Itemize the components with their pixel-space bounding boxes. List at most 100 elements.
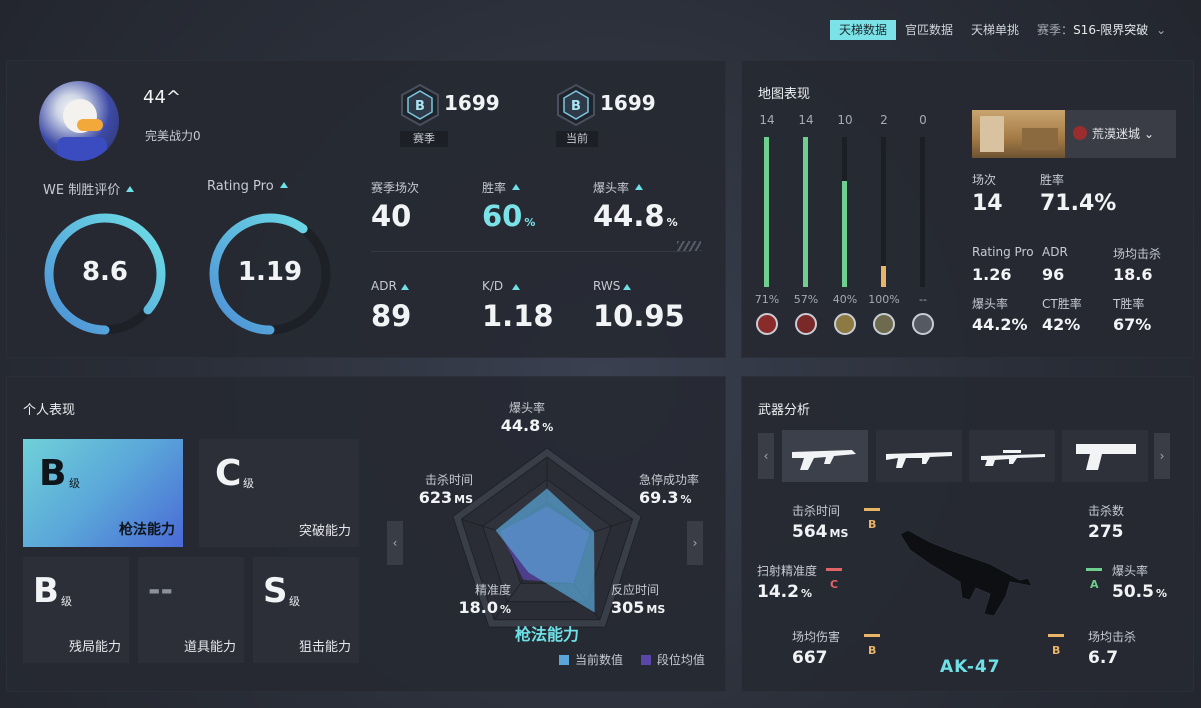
rating-pro-value: 1.19 [237, 257, 303, 287]
map-emblem-icon [873, 313, 895, 335]
sniper-icon [981, 450, 1045, 466]
map-bar-fill [803, 137, 808, 287]
radar-axis-label: 反应时间 [611, 583, 660, 597]
map-emblem-icon [834, 313, 856, 335]
map-thumbnail[interactable] [972, 110, 1065, 158]
grade-marker [864, 634, 880, 637]
map-bar-count: 0 [919, 113, 927, 127]
chevron-right-icon: › [692, 536, 698, 550]
map-stat-value: 71.4% [1040, 191, 1117, 216]
grade-card-aim[interactable]: B 级 枪法能力 [23, 439, 183, 547]
radar-value-number: 305 [611, 598, 645, 617]
grade-card-breakthrough[interactable]: C 级 突破能力 [199, 439, 359, 547]
legend-current-swatch [559, 655, 569, 665]
weapon-stat-value: 564 MS [792, 522, 848, 542]
rank-label-season: 赛季 [400, 131, 448, 147]
rank-badge-season: B 1699 赛季 [400, 83, 500, 147]
map-bar-fill [881, 266, 886, 287]
grade-card-clutch[interactable]: B 级 残局能力 [23, 557, 129, 663]
map-bar-winrate: 57% [793, 293, 819, 306]
weapon-tab-ak47[interactable] [782, 430, 868, 482]
map-emblem-icon [795, 313, 817, 335]
radar-value-unit: % [680, 493, 692, 506]
power-value: 0 [193, 129, 201, 143]
weapon-stat-grade: A [1090, 578, 1099, 591]
map-stat-label: CT胜率 [1042, 297, 1082, 311]
map-bar-track[interactable] [764, 137, 769, 287]
grade-marker [826, 568, 842, 571]
rank-shield-icon: B [401, 83, 439, 127]
avatar[interactable] [39, 81, 119, 161]
rank-badge-current: B 1699 当前 [556, 83, 656, 147]
gauge-fill [209, 213, 331, 335]
map-stat-label: 爆头率 [972, 297, 1009, 311]
legend-current: 当前数值 [575, 653, 624, 667]
radar-series-current [495, 488, 595, 613]
radar-prev-button[interactable]: ‹ [387, 521, 403, 565]
weapon-stat-label: 击杀数 [1088, 504, 1125, 518]
stat-unit: % [524, 216, 536, 229]
grade-marker [864, 508, 880, 511]
weapon-tab-deagle[interactable] [1062, 430, 1148, 482]
weapon-stat-unit: MS [829, 527, 849, 540]
we-rating-value: 8.6 [81, 257, 129, 287]
up-arrow-icon [512, 284, 520, 290]
weapon-stat-label: 场均击杀 [1088, 630, 1137, 644]
map-stat-label: 场次 [972, 173, 997, 187]
grade-card-utility[interactable]: -- 道具能力 [138, 557, 244, 663]
map-emblem-icon [756, 313, 778, 335]
tab-official-data[interactable]: 官匹数据 [905, 23, 954, 37]
grade-card-sniper[interactable]: S 级 狙击能力 [253, 557, 359, 663]
weapon-stat-number: 14.2 [757, 582, 799, 602]
map-bar-winrate: 40% [832, 293, 858, 306]
weapon-tab-m4[interactable] [876, 430, 962, 482]
personal-title: 个人表现 [23, 403, 76, 418]
map-emblem-icon [1073, 126, 1087, 140]
weapon-tab-awp[interactable] [969, 430, 1055, 482]
map-select[interactable]: 荒漠迷城 ⌄ [1065, 110, 1176, 158]
tab-ladder-solo[interactable]: 天梯单挑 [971, 23, 1020, 37]
weapon-prev-button[interactable]: ‹ [758, 433, 774, 479]
weapon-stat-label: 扫射精准度 [757, 564, 818, 578]
map-stat-label: T胜率 [1113, 297, 1145, 311]
weapon-panel: 武器分析 ‹ › [741, 376, 1194, 692]
up-arrow-icon [401, 284, 409, 290]
map-stat-value: 1.26 [972, 265, 1012, 284]
we-rating-label: WE 制胜评价 [43, 179, 135, 198]
weapon-stat-number: 275 [1088, 522, 1124, 542]
grade-marker [1086, 568, 1102, 571]
power-rating: 完美战力0 [145, 127, 201, 144]
map-bar-track[interactable] [881, 137, 886, 287]
grade-marker [1048, 634, 1064, 637]
map-stat-value: 14 [972, 191, 1003, 216]
radar-value-number: 69.3 [639, 488, 679, 507]
rank-label-current: 当前 [556, 131, 598, 147]
weapon-image [899, 529, 1033, 617]
radar-next-button[interactable]: › [687, 521, 703, 565]
tab-ladder-data[interactable]: 天梯数据 [830, 20, 897, 40]
stat-value: 89 [371, 299, 411, 333]
up-arrow-icon [279, 182, 288, 188]
map-title: 地图表现 [758, 87, 811, 102]
weapon-stat-value: 275 [1088, 522, 1124, 542]
radar-chart [452, 447, 642, 628]
chevron-down-icon: ⌄ [1144, 127, 1155, 141]
map-stat-value: 44.2% [972, 315, 1028, 334]
profile-panel: 44^ 完美战力0 B 1699 赛季 B 1699 当前 WE 制胜评价 8.… [6, 60, 726, 358]
weapon-stat-value: 50.5% [1112, 582, 1167, 602]
weapon-stat-number: 50.5 [1112, 582, 1154, 602]
map-bar-winrate: 71% [754, 293, 780, 306]
up-arrow-icon [623, 284, 631, 290]
weapon-next-button[interactable]: › [1154, 433, 1170, 479]
season-select[interactable]: 赛季：S16-限界突破 ⌄ [1028, 20, 1175, 40]
map-bar-track[interactable] [803, 137, 808, 287]
personal-panel: 个人表现 B 级 枪法能力 C 级 突破能力 B 级 残局能力 -- 道具能力 … [6, 376, 726, 692]
weapon-stat-unit: % [1155, 587, 1167, 600]
chevron-down-icon: ⌄ [1156, 23, 1167, 37]
map-bar-track[interactable] [920, 137, 925, 287]
weapon-stat-number: 667 [792, 648, 828, 668]
map-bar-track[interactable] [842, 137, 847, 287]
radar-value-unit: % [499, 603, 511, 616]
chevron-right-icon: › [1159, 449, 1165, 463]
map-stat-label: 场均击杀 [1113, 247, 1162, 261]
